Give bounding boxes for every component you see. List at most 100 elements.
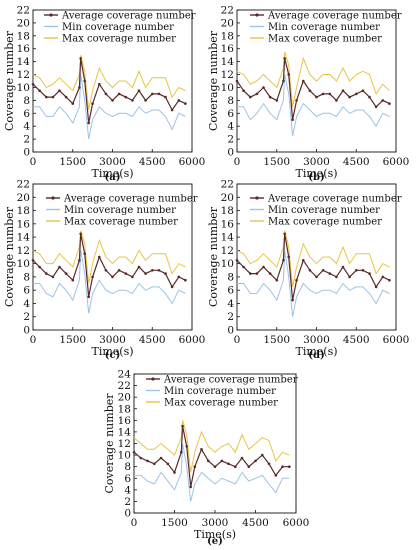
data-point (275, 99, 279, 102)
data-point (117, 92, 121, 96)
data-point (104, 92, 108, 96)
data-point (207, 459, 210, 463)
panel-caption: (e) (207, 536, 223, 547)
y-tick-label: 10 (118, 450, 131, 462)
data-point (200, 448, 203, 451)
legend-label: Max coverage number (62, 34, 176, 45)
data-point (388, 102, 391, 105)
y-tick-label: 20 (17, 192, 30, 204)
data-point (87, 121, 90, 125)
y-tick-label: 12 (221, 69, 234, 81)
data-point (98, 255, 101, 259)
data-point (291, 298, 294, 302)
data-point (91, 102, 94, 105)
legend-label: Min coverage number (268, 22, 380, 33)
y-tick-label: 14 (17, 232, 31, 244)
panel-caption: (b) (308, 172, 324, 183)
data-point (146, 459, 149, 463)
data-point (262, 265, 265, 269)
data-point (87, 295, 90, 299)
data-point (189, 485, 192, 489)
legend-label: Min coverage number (268, 205, 380, 216)
y-tick-label: 16 (118, 415, 132, 427)
y-tick-label: 16 (17, 218, 31, 230)
y-tick-label: 6 (23, 285, 30, 297)
data-point (235, 259, 239, 262)
y-tick-label: 14 (221, 232, 235, 244)
legend-label: Average coverage number (267, 194, 402, 205)
data-point (262, 86, 265, 89)
panel-caption: (c) (105, 350, 121, 361)
x-tick-label: 0 (30, 334, 37, 346)
x-tick-label: 6000 (179, 334, 206, 346)
data-point (302, 259, 305, 262)
data-point (64, 95, 68, 99)
data-point (98, 82, 101, 86)
y-tick-label: 4 (23, 121, 30, 133)
x-tick-label: 3000 (303, 334, 330, 346)
data-point (79, 232, 82, 236)
data-point (177, 275, 181, 279)
y-tick-label: 18 (118, 403, 131, 415)
x-tick-label: 0 (30, 156, 37, 168)
data-point (51, 275, 55, 279)
y-axis-title: Coverage number (103, 393, 116, 494)
y-tick-label: 12 (17, 69, 30, 81)
data-point (213, 465, 217, 469)
legend-label: Max coverage number (268, 34, 382, 45)
data-point (144, 99, 147, 102)
data-point (91, 275, 94, 279)
data-point (368, 272, 371, 275)
y-tick-label: 18 (17, 30, 30, 42)
data-point (374, 105, 378, 109)
data-point (328, 272, 332, 275)
data-point (124, 272, 128, 275)
y-tick-label: 10 (221, 82, 234, 94)
data-point (164, 95, 167, 99)
data-point (131, 99, 134, 102)
data-point (144, 272, 147, 275)
y-tick-label: 6 (227, 285, 234, 297)
y-tick-label: 18 (221, 30, 234, 42)
x-tick-label: 3000 (202, 517, 229, 529)
y-tick-label: 4 (124, 484, 131, 496)
series-min-line (237, 74, 390, 137)
y-tick-label: 2 (23, 134, 30, 146)
series-min-line (33, 74, 186, 140)
data-point (288, 465, 291, 469)
y-tick-label: 10 (221, 258, 234, 270)
y-tick-label: 16 (17, 43, 31, 55)
panel-caption: (a) (105, 172, 121, 183)
data-point (45, 272, 48, 275)
series-min-line (237, 250, 390, 317)
data-point (51, 95, 55, 99)
data-point (315, 95, 318, 99)
data-point (381, 99, 385, 102)
x-axis-title: Time(s) (91, 345, 133, 358)
y-tick-label: 12 (17, 245, 30, 257)
data-point (173, 471, 176, 474)
x-tick-label: 4500 (343, 156, 370, 168)
y-tick-label: 20 (221, 192, 234, 204)
x-tick-label: 6000 (179, 156, 206, 168)
data-point (388, 278, 391, 282)
data-point (234, 465, 237, 469)
data-point (157, 269, 161, 272)
data-point (153, 462, 156, 466)
data-point (268, 95, 272, 99)
x-tick-label: 3000 (99, 156, 126, 168)
data-point (242, 265, 245, 269)
data-point (302, 79, 305, 83)
data-point (227, 462, 230, 466)
data-point (274, 474, 278, 477)
data-point (181, 424, 184, 428)
y-tick-label: 8 (23, 95, 30, 107)
y-tick-label: 22 (221, 5, 234, 17)
data-point (255, 92, 259, 96)
